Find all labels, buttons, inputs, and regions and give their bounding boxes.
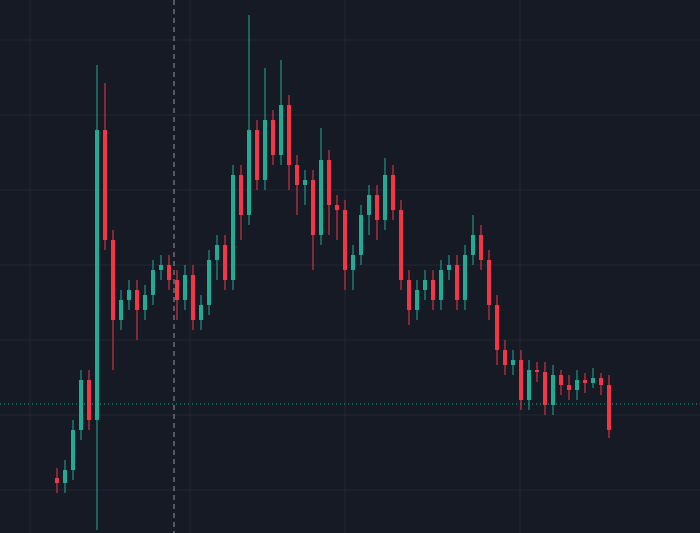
candle-body — [151, 270, 155, 295]
candle-body — [199, 305, 203, 320]
candle-body — [95, 130, 99, 420]
candle-body — [431, 280, 435, 300]
candle-body — [543, 372, 547, 405]
candle-body — [407, 280, 411, 310]
candle-body — [383, 175, 387, 220]
candle-body — [279, 105, 283, 155]
candle-body — [295, 165, 299, 185]
candle-body — [447, 265, 451, 270]
candle-body — [535, 370, 539, 372]
candle-body — [79, 380, 83, 430]
candle-body — [511, 360, 515, 365]
candle-body — [479, 235, 483, 260]
candle-body — [87, 380, 91, 420]
candle-body — [167, 265, 171, 280]
candle-body — [519, 360, 523, 400]
candle-body — [143, 295, 147, 310]
candle-body — [575, 380, 579, 390]
candle-body — [367, 195, 371, 215]
candle-body — [263, 120, 267, 180]
horizontal-grid — [0, 39, 700, 491]
candle-body — [215, 245, 219, 260]
candle-body — [359, 215, 363, 255]
candle-body — [607, 385, 611, 430]
candle-body — [567, 385, 571, 390]
candle-body — [183, 275, 187, 300]
candle-body — [119, 300, 123, 320]
candle-body — [111, 240, 115, 320]
candle-body — [127, 290, 131, 300]
candle-body — [415, 290, 419, 310]
candle-body — [591, 378, 595, 383]
candle-body — [327, 160, 331, 205]
candle-body — [159, 265, 163, 270]
candle-body — [303, 180, 307, 185]
candle-body — [351, 255, 355, 270]
candle-body — [559, 375, 563, 385]
candle-body — [335, 205, 339, 210]
candle-body — [175, 280, 179, 300]
candle-body — [399, 210, 403, 280]
candle-body — [247, 130, 251, 215]
candle-body — [71, 430, 75, 470]
candle-body — [551, 375, 555, 405]
candle-body — [487, 260, 491, 305]
candle-body — [423, 280, 427, 290]
candle-body — [103, 130, 107, 240]
candle-body — [391, 175, 395, 210]
candle-body — [439, 270, 443, 300]
candle-body — [55, 478, 59, 483]
candle-body — [319, 160, 323, 235]
candle-body — [375, 195, 379, 220]
candle-body — [599, 378, 603, 385]
candle-body — [231, 175, 235, 280]
candle-body — [287, 105, 291, 165]
candle-body — [583, 380, 587, 383]
candle-body — [527, 370, 531, 400]
candle-body — [207, 260, 211, 305]
candle-body — [255, 130, 259, 180]
candle-body — [455, 265, 459, 300]
candle-body — [191, 275, 195, 320]
candle-body — [223, 245, 227, 280]
candle-body — [495, 305, 499, 350]
candles — [55, 15, 611, 530]
candle-body — [135, 290, 139, 310]
candle-body — [311, 180, 315, 235]
candle-body — [463, 255, 467, 300]
candle-body — [503, 350, 507, 365]
candle-body — [271, 120, 275, 155]
candle-body — [471, 235, 475, 255]
candle-body — [239, 175, 243, 215]
candle-body — [343, 210, 347, 270]
candle-body — [63, 470, 67, 483]
